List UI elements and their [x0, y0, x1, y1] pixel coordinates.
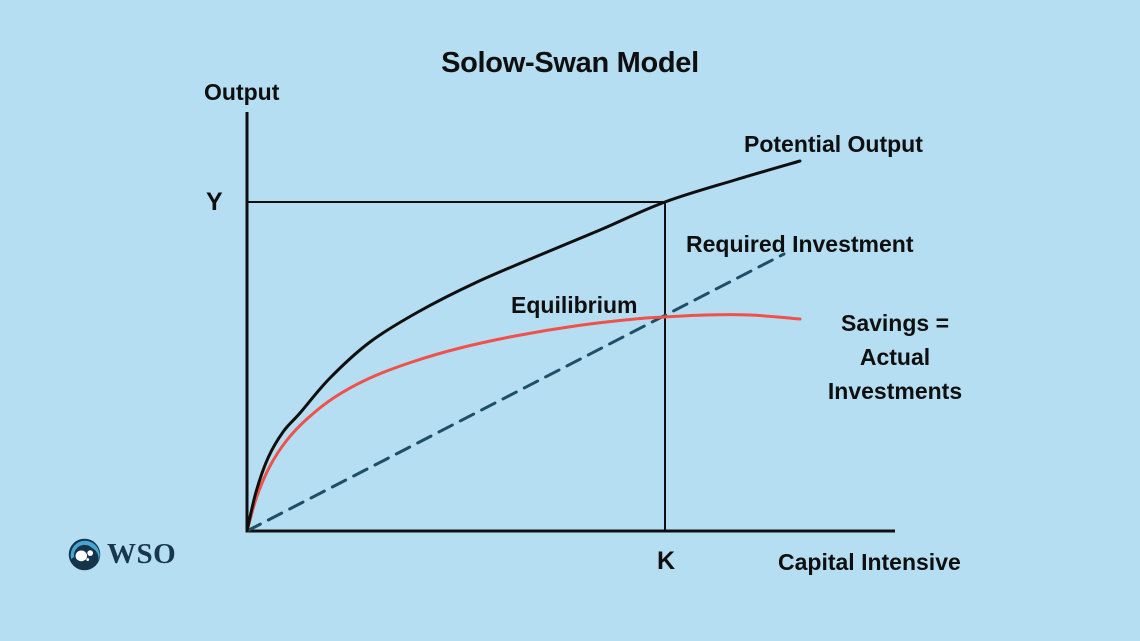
wso-logo-text: WSO — [107, 538, 177, 570]
potential-output-curve — [245, 159, 802, 533]
savings-actual-investments-label: Savings = Actual Investments — [827, 310, 963, 404]
y-axis-marker: Y — [206, 188, 223, 216]
x-axis-marker: K — [657, 547, 676, 575]
potential-output-label: Potential Output — [744, 131, 923, 157]
x-axis-label: Capital Intensive — [778, 549, 961, 575]
wso-logo: WSO — [68, 538, 176, 571]
wso-globe-icon — [68, 538, 101, 571]
y-axis-label: Output — [204, 79, 280, 105]
savings-actual-investments-curve — [245, 313, 802, 533]
equilibrium-label: Equilibrium — [511, 292, 638, 318]
required-investment-label: Required Investment — [686, 231, 914, 257]
required-investment-curve — [245, 252, 786, 533]
chart-title: Solow-Swan Model — [441, 47, 699, 79]
